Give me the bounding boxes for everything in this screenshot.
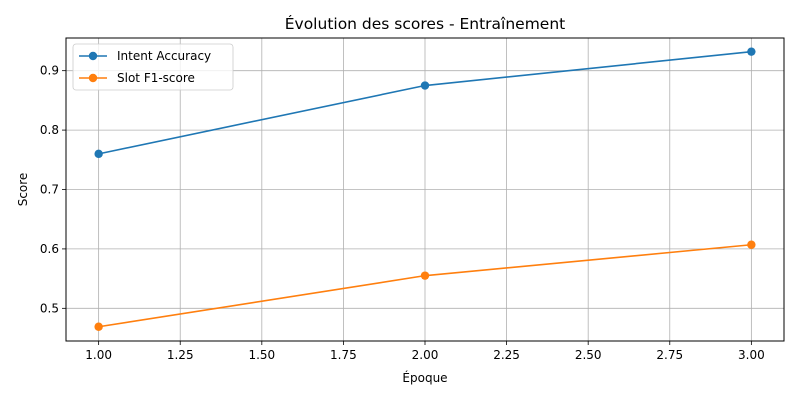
data-point [420,271,430,280]
axis-ticks: 1.00 1.25 1.50 1.75 2.00 2.25 2.50 2.75 3.00 0.5 0… [40,64,765,362]
data-point [94,149,103,159]
y-tick-label: 0.6 [40,242,59,256]
x-tick-label: 1.50 [248,348,275,362]
y-tick-label: 0.7 [40,183,59,197]
x-tick-label: 2.75 [656,348,683,362]
x-tick-label: 2.50 [575,348,602,362]
x-tick-label: 1.75 [330,348,357,362]
y-tick-label: 0.9 [40,64,59,78]
series-layer [94,47,756,331]
data-point [94,322,103,331]
chart-title: Évolution des scores - Entraînement [285,14,566,33]
x-tick-label: 1.25 [167,348,194,362]
y-tick-label: 0.5 [40,301,59,315]
legend-label: Intent Accuracy [117,49,211,63]
series-2 [94,240,756,331]
x-tick-label: 3.00 [738,348,765,362]
series-1 [94,47,756,159]
legend-label: Slot F1-score [117,71,195,85]
legend-swatch-marker [88,51,98,61]
x-axis-label: Époque [402,370,447,385]
legend-swatch-marker [88,73,98,83]
legend-box [72,43,234,91]
y-axis-label: Score [16,173,30,207]
x-tick-label: 2.25 [493,348,520,362]
x-tick-label: 2.00 [412,348,439,362]
data-point [747,240,756,249]
data-point [747,47,756,56]
data-point [420,81,430,90]
x-tick-label: 1.00 [85,348,112,362]
legend: Intent Accuracy Slot F1-score [72,43,234,91]
y-tick-label: 0.8 [40,123,59,137]
